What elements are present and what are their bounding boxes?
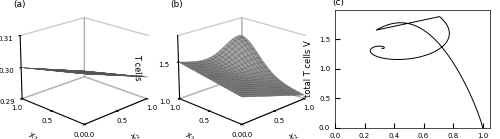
Y-axis label: $x_2$: $x_2$ [26, 130, 40, 139]
Y-axis label: total T cells V: total T cells V [304, 40, 314, 97]
Text: (a): (a) [13, 0, 26, 9]
Y-axis label: $x_2$: $x_2$ [184, 130, 197, 139]
X-axis label: $x_1$: $x_1$ [287, 130, 300, 139]
Text: (b): (b) [170, 0, 183, 9]
X-axis label: $x_1$: $x_1$ [130, 130, 143, 139]
Text: (c): (c) [332, 0, 344, 7]
